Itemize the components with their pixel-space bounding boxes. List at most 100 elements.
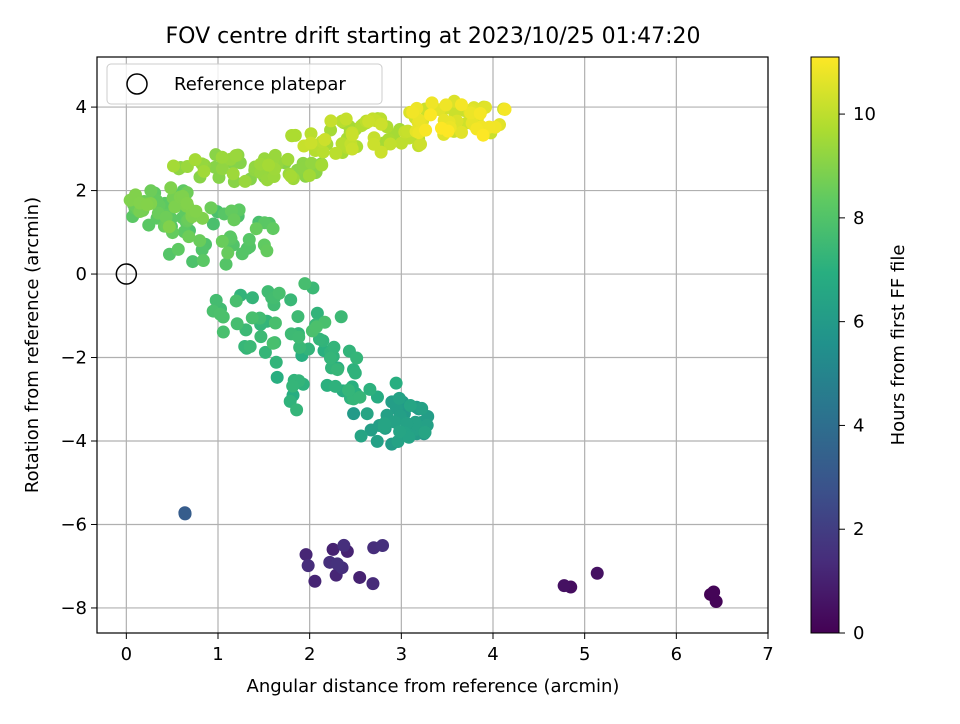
scatter-point [164, 181, 178, 195]
scatter-point [242, 233, 256, 247]
scatter-point [168, 200, 182, 214]
scatter-point [345, 128, 359, 142]
colorbar-tick-label: 2 [853, 519, 864, 540]
plot-frame [96, 56, 769, 634]
scatter-point [204, 201, 218, 215]
scatter-point [339, 112, 353, 126]
scatter-point [350, 351, 364, 365]
scatter-point [419, 123, 433, 137]
scatter-point [341, 383, 355, 397]
scatter-point [193, 234, 207, 248]
scatter-point [415, 401, 429, 415]
scatter-point [189, 204, 203, 218]
scatter-point [292, 330, 306, 344]
scatter-point [367, 137, 381, 151]
y-tick-label: −4 [60, 431, 87, 452]
scatter-point [425, 96, 439, 110]
scatter-point [392, 391, 406, 405]
scatter-point [394, 136, 408, 150]
y-tick-label: −2 [60, 348, 87, 369]
scatter-point [268, 316, 282, 330]
x-tick-label: 2 [304, 644, 315, 665]
colorbar: 0 2 4 6 8 10 Hours from first FF file [810, 56, 909, 644]
scatter-point [284, 169, 298, 183]
scatter-point [262, 158, 276, 172]
scatter-point [454, 98, 468, 112]
y-tick-label: −8 [60, 598, 87, 619]
scatter-point [213, 307, 227, 321]
scatter-point [316, 145, 330, 159]
scatter-point [324, 114, 338, 128]
scatter-point [216, 325, 230, 339]
scatter-point [209, 293, 223, 307]
scatter-point [219, 257, 233, 271]
x-axis-ticks: 0 1 2 3 4 5 6 7 [121, 633, 774, 665]
scatter-point [374, 117, 388, 131]
scatter-point [402, 430, 416, 444]
scatter-point [439, 98, 453, 112]
scatter-point [441, 124, 455, 138]
y-axis-label: Rotation from reference (arcmin) [22, 197, 43, 493]
scatter-point [337, 538, 351, 552]
scatter-point [473, 107, 487, 121]
reference-point-marker [115, 263, 138, 285]
scatter-point [229, 294, 243, 308]
x-tick-label: 6 [671, 644, 682, 665]
scatter-point [362, 114, 376, 128]
scatter-point [284, 293, 298, 307]
scatter-point [329, 146, 343, 160]
scatter-point [162, 220, 176, 234]
colorbar-ticks: 0 2 4 6 8 10 [839, 104, 876, 644]
scatter-point [364, 423, 378, 437]
scatter-point [180, 196, 194, 210]
scatter-point [403, 399, 417, 413]
scatter-point [388, 415, 402, 429]
reference-marker-layer [115, 263, 138, 285]
y-axis-ticks: −8 −6 −4 −2 0 2 4 [60, 97, 97, 619]
colorbar-tick-label: 10 [853, 104, 876, 125]
scatter-point [353, 570, 367, 584]
x-axis-label: Angular distance from reference (arcmin) [247, 676, 620, 697]
scatter-point [260, 244, 274, 258]
scatter-point [348, 366, 362, 380]
scatter-point [245, 291, 259, 305]
scatter-point [328, 379, 342, 393]
scatter-point [215, 150, 229, 164]
scatter-point [188, 153, 202, 167]
scatter-point [230, 317, 244, 331]
scatter-point [226, 167, 240, 181]
scatter-point [254, 330, 268, 344]
chart-title: FOV centre drift starting at 2023/10/25 … [166, 24, 701, 49]
scatter-point [323, 351, 337, 365]
scatter-point [268, 148, 282, 162]
scatter-point [377, 417, 391, 431]
scatter-point [406, 105, 420, 119]
legend-entry-reference: Reference platepar [174, 74, 346, 95]
legend-box [106, 63, 383, 105]
scatter-points [123, 94, 723, 609]
grid-lines [97, 57, 769, 633]
scatter-point [476, 128, 490, 142]
scatter-point [318, 133, 332, 147]
scatter-point [334, 310, 348, 324]
scatter-point [707, 585, 721, 599]
scatter-point [215, 234, 229, 248]
scatter-point [345, 142, 359, 156]
scatter-point [302, 169, 316, 183]
x-tick-label: 4 [487, 644, 498, 665]
colorbar-gradient [810, 56, 840, 634]
scatter-point [144, 184, 158, 198]
scatter-point [315, 158, 329, 172]
scatter-point [557, 579, 571, 593]
scatter-point [304, 156, 318, 170]
x-tick-label: 7 [762, 644, 773, 665]
scatter-point [360, 407, 374, 421]
y-tick-label: −6 [60, 514, 87, 535]
scatter-point [454, 125, 468, 139]
scatter-point [370, 434, 384, 448]
scatter-point [330, 363, 344, 377]
colorbar-tick-label: 6 [853, 312, 864, 333]
scatter-point [424, 108, 438, 122]
